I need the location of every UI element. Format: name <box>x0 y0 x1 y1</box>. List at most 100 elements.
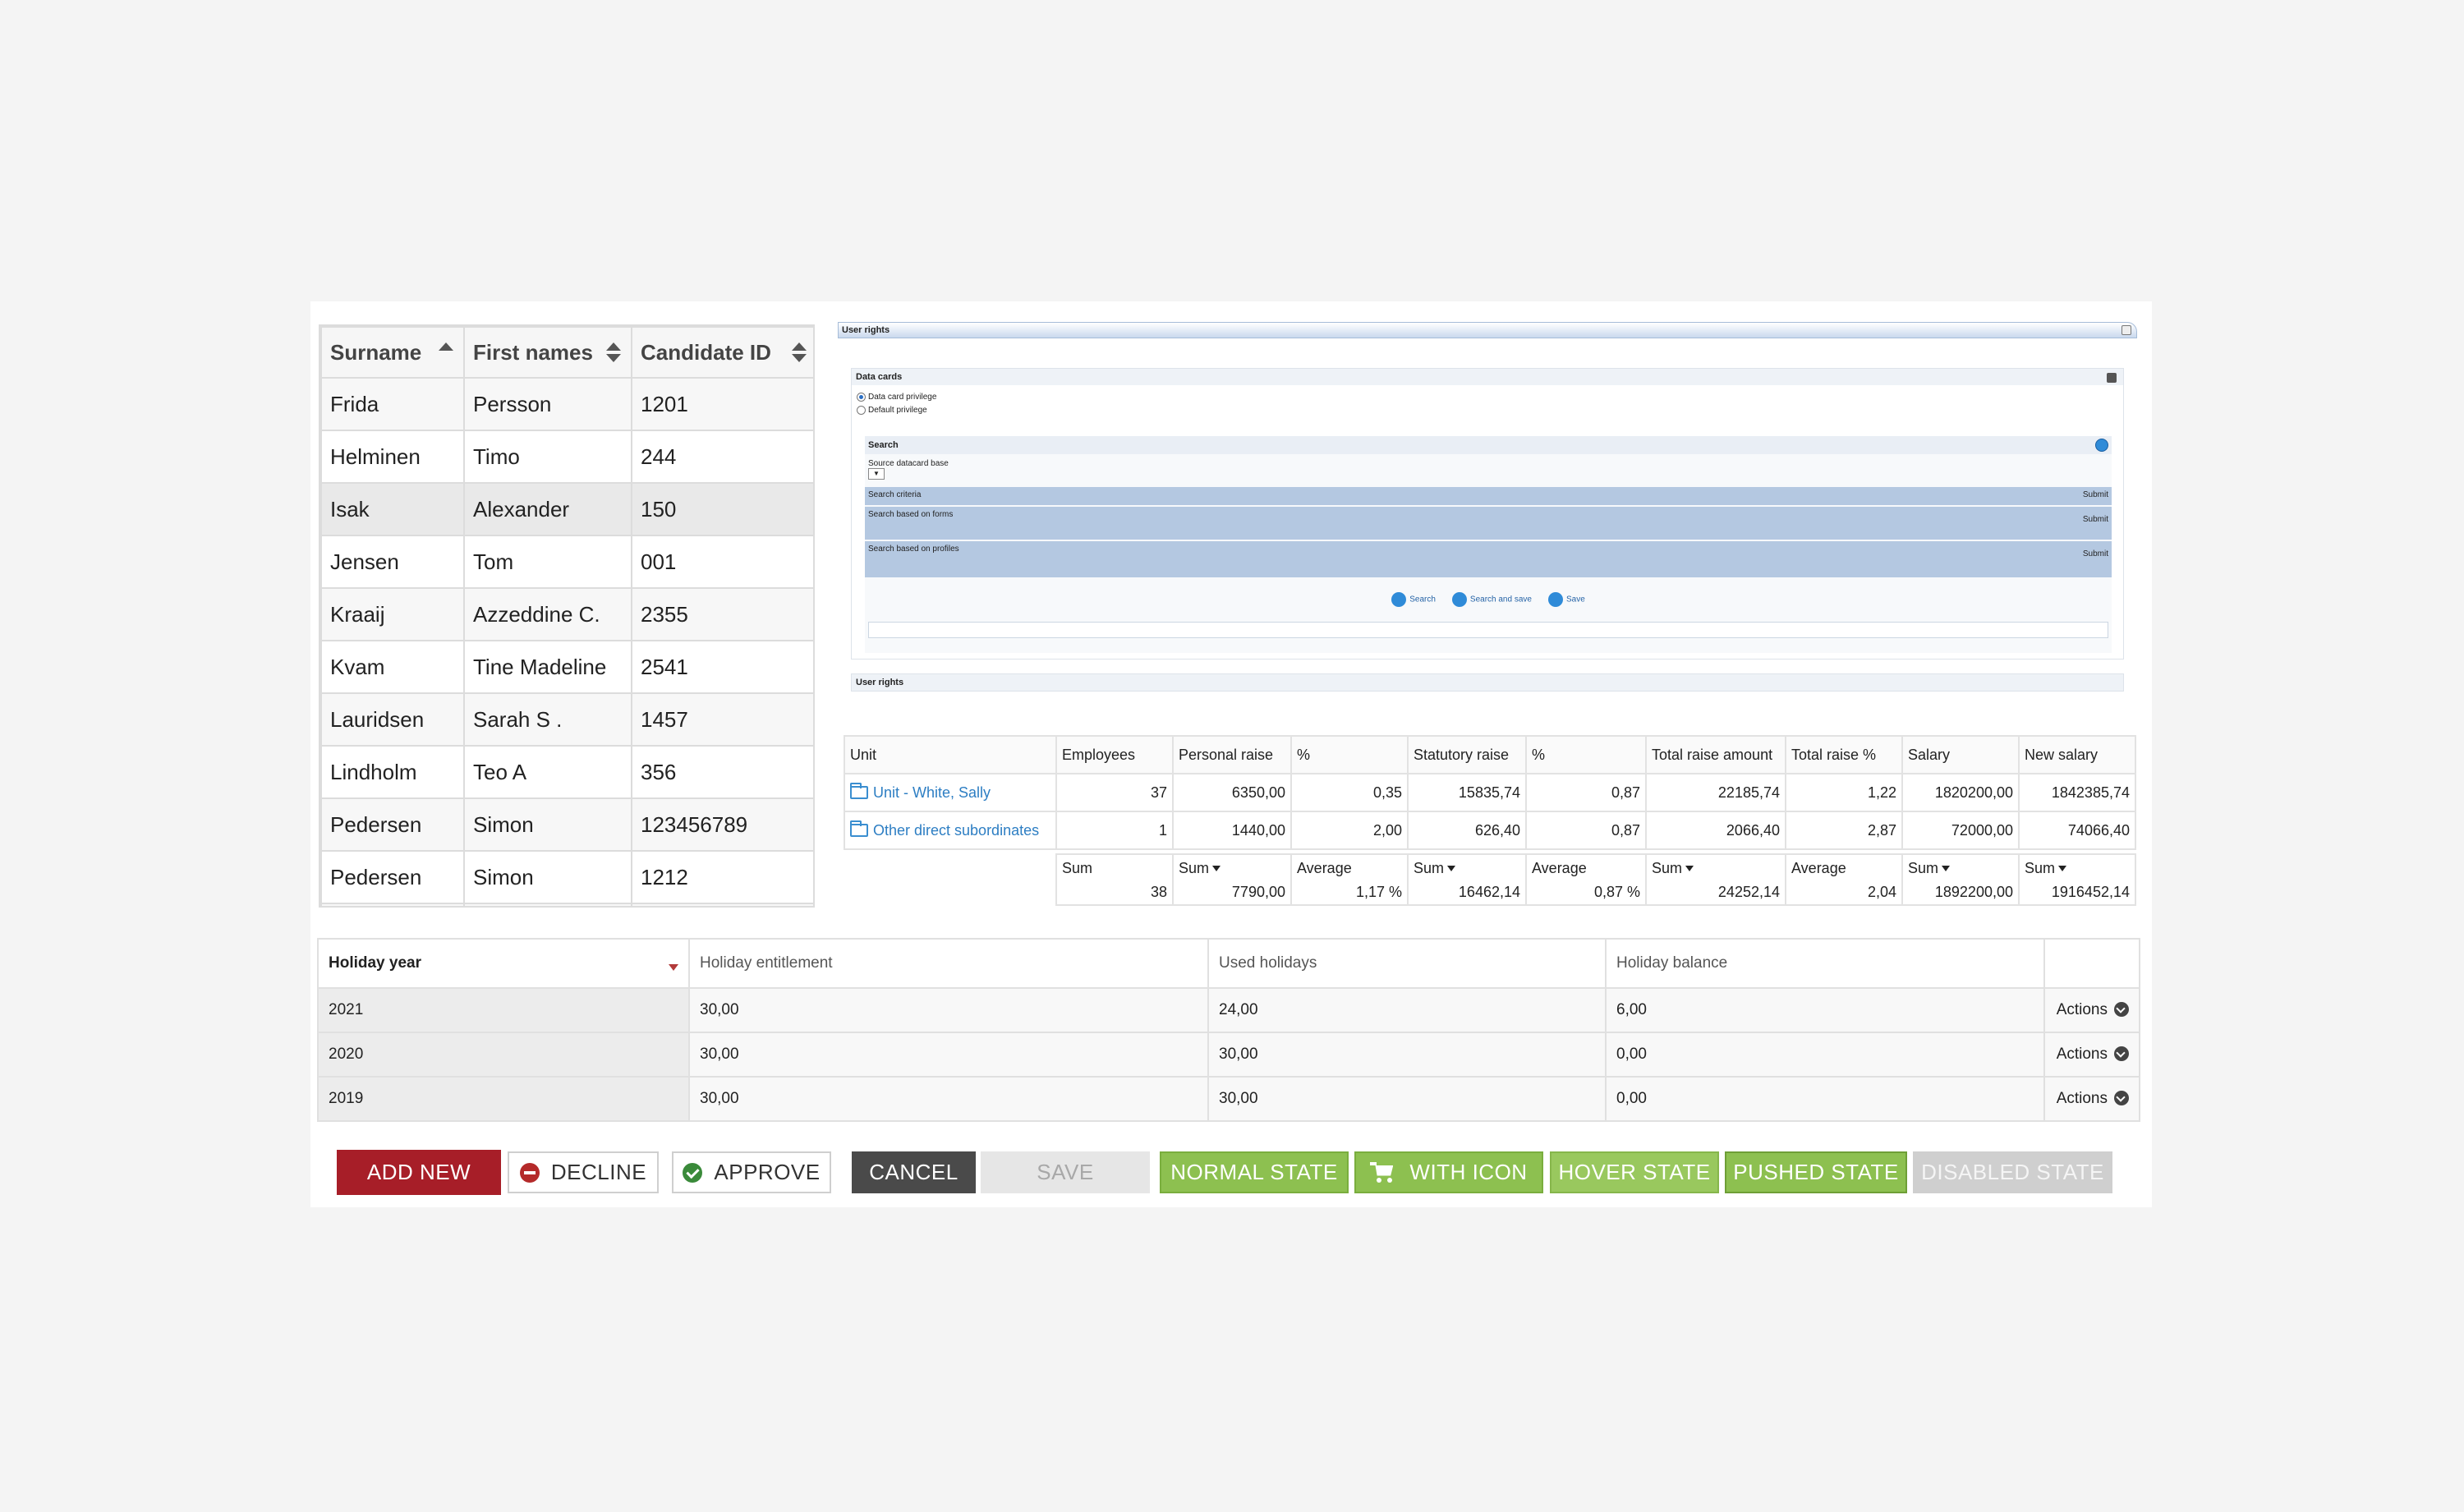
unit-link[interactable]: Other direct subordinates <box>844 811 1057 850</box>
first-names-header[interactable]: First names <box>463 326 632 379</box>
candidate-surname-cell: Pedersen <box>320 850 465 904</box>
table-row[interactable]: Frida Persson 1201 <box>320 377 813 431</box>
aggregate-label: Average <box>1791 860 1846 876</box>
candidate-id-header[interactable]: Candidate ID <box>631 326 813 379</box>
candidate-first-cell: Alexander <box>463 482 632 536</box>
search-forms-bar[interactable]: Search based on forms Submit <box>865 507 2112 540</box>
chevron-down-icon[interactable] <box>2114 1046 2129 1061</box>
unit-link[interactable]: Unit - White, Sally <box>844 773 1057 812</box>
holiday-used-cell: 30,00 <box>1207 1076 1607 1122</box>
collapse-icon[interactable] <box>2095 439 2108 452</box>
table-row[interactable]: Helminen Timo 244 <box>320 430 813 484</box>
user-rights-footer: User rights <box>851 673 2124 692</box>
add-new-button[interactable]: ADD NEW <box>337 1150 501 1195</box>
decline-button[interactable]: DECLINE <box>508 1151 659 1193</box>
cart-icon <box>1370 1161 1395 1183</box>
total-cell[interactable]: Sum 38 <box>1055 853 1174 906</box>
decline-icon <box>519 1162 540 1183</box>
sort-icon[interactable] <box>606 341 621 364</box>
save-disk-icon[interactable] <box>2107 373 2117 383</box>
table-row[interactable]: Lindholm Teo A 356 <box>320 745 813 799</box>
table-row[interactable]: Lauridsen Sarah S . 1457 <box>320 692 813 747</box>
cancel-button[interactable]: CANCEL <box>852 1151 976 1193</box>
table-row: 2019 30,00 30,00 0,00 Actions <box>317 1076 2140 1122</box>
radio-unselected-icon[interactable] <box>857 405 866 415</box>
data-cards-section: Data cards Data card privilege Default p… <box>851 368 2124 659</box>
sort-icon[interactable] <box>792 341 807 364</box>
actions-menu[interactable]: Actions <box>2043 987 2140 1033</box>
submit-forms-button[interactable]: Submit <box>2082 515 2108 524</box>
holiday-balance-cell: 0,00 <box>1605 1076 2045 1122</box>
sort-desc-icon[interactable] <box>669 964 678 971</box>
hover-state-button[interactable]: HOVER STATE <box>1550 1151 1719 1193</box>
candidate-surname-cell: Helminen <box>320 430 465 484</box>
aggregate-value: 1892200,00 <box>1934 884 2013 900</box>
table-row[interactable]: Kraaij Azzeddine C. 2355 <box>320 587 813 641</box>
dropdown-caret-icon[interactable] <box>1447 866 1456 871</box>
total-cell[interactable]: Sum 1916452,14 <box>2018 853 2136 906</box>
candidate-surname-cell: Frida <box>320 377 465 431</box>
normal-state-button[interactable]: NORMAL STATE <box>1160 1151 1349 1193</box>
search-header: Search <box>865 436 2112 454</box>
radio-selected-icon[interactable] <box>857 392 866 402</box>
total-cell[interactable]: Average 2,04 <box>1785 853 1903 906</box>
search-save-icon <box>1451 592 1467 607</box>
dropdown-caret-icon[interactable] <box>1212 866 1221 871</box>
total-cell[interactable]: Average 0,87 % <box>1525 853 1647 906</box>
raise-cell: 1820200,00 <box>1901 773 2020 812</box>
chevron-down-icon[interactable] <box>2114 1002 2129 1017</box>
search-and-save-button[interactable]: Search and save <box>1451 592 1532 607</box>
empty-cell <box>320 903 465 906</box>
submit-criteria-button[interactable]: Submit <box>2082 490 2108 499</box>
actions-menu[interactable]: Actions <box>2043 1032 2140 1078</box>
dropdown-caret-icon[interactable] <box>1685 866 1694 871</box>
check-icon <box>683 1162 703 1183</box>
submit-profiles-button[interactable]: Submit <box>2082 549 2108 558</box>
radio-default-privilege[interactable]: Default privilege <box>852 403 2123 416</box>
raise-header: % <box>1290 735 1409 774</box>
chevron-down-icon[interactable] <box>2114 1091 2129 1105</box>
total-cell[interactable]: Sum 1892200,00 <box>1901 853 2020 906</box>
table-row: 2020 30,00 30,00 0,00 Actions <box>317 1032 2140 1078</box>
radio-data-card-privilege[interactable]: Data card privilege <box>852 390 2123 403</box>
actions-label: Actions <box>2056 1090 2108 1107</box>
table-row[interactable]: Pedersen Simon 1212 <box>320 850 813 904</box>
total-cell[interactable]: Average 1,17 % <box>1290 853 1409 906</box>
source-datacard-select[interactable]: ▼ <box>868 468 885 480</box>
holiday-balance-cell: 0,00 <box>1605 1032 2045 1078</box>
candidate-surname-cell: Jensen <box>320 535 465 589</box>
window-control-icon[interactable] <box>2122 325 2131 335</box>
search-criteria-bar[interactable]: Search criteria Submit <box>865 487 2112 505</box>
actions-menu[interactable]: Actions <box>2043 1076 2140 1122</box>
table-row[interactable]: Kvam Tine Madeline 2541 <box>320 640 813 694</box>
holiday-year-cell: 2020 <box>317 1032 690 1078</box>
actions-label: Actions <box>2056 1001 2108 1018</box>
raise-cell: 74066,40 <box>2018 811 2136 850</box>
candidate-first-cell: Simon <box>463 850 632 904</box>
table-row[interactable]: Jensen Tom 001 <box>320 535 813 589</box>
surname-header[interactable]: Surname <box>320 326 465 379</box>
total-cell[interactable]: Sum 24252,14 <box>1645 853 1786 906</box>
pushed-state-button[interactable]: PUSHED STATE <box>1725 1151 1907 1193</box>
aggregate-label: Sum <box>1652 860 1683 876</box>
table-row[interactable]: Pedersen Simon 123456789 <box>320 797 813 852</box>
save-icon <box>1547 592 1563 607</box>
sort-asc-icon[interactable] <box>439 341 453 364</box>
source-datacard-label: Source datacard base <box>868 459 949 468</box>
search-profiles-bar[interactable]: Search based on profiles Submit <box>865 541 2112 577</box>
total-cell[interactable]: Sum 16462,14 <box>1407 853 1527 906</box>
dropdown-caret-icon[interactable] <box>1942 866 1951 871</box>
raise-cell: 1440,00 <box>1172 811 1292 850</box>
table-row[interactable]: Isak Alexander 150 <box>320 482 813 536</box>
total-cell[interactable]: Sum 7790,00 <box>1172 853 1292 906</box>
dropdown-caret-icon[interactable] <box>2058 866 2067 871</box>
candidate-id-cell: 123456789 <box>631 797 813 852</box>
holiday-year-header[interactable]: Holiday year <box>317 938 690 989</box>
save-search-button[interactable]: Save <box>1547 592 1585 607</box>
search-result-input[interactable] <box>868 622 2108 638</box>
folder-icon <box>850 820 868 837</box>
approve-button[interactable]: APPROVE <box>672 1151 831 1193</box>
search-button[interactable]: Search <box>1391 592 1436 607</box>
with-icon-button[interactable]: WITH ICON <box>1354 1151 1543 1193</box>
raise-cell: 626,40 <box>1407 811 1527 850</box>
